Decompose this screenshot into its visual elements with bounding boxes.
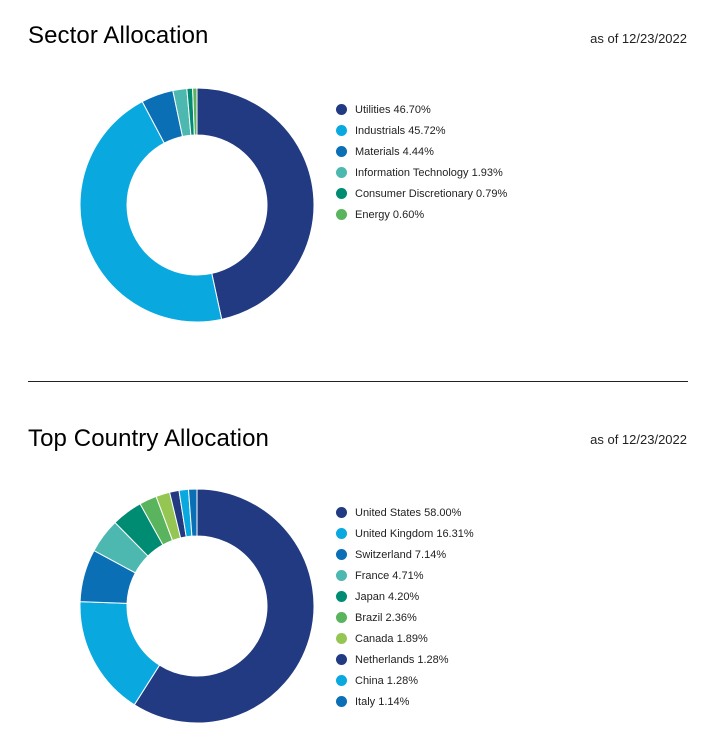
legend-swatch-icon [336, 188, 347, 199]
country-as-of-date: as of 12/23/2022 [590, 432, 687, 447]
legend-item[interactable]: Industrials 45.72% [336, 120, 507, 141]
donut-slice-italy[interactable] [187, 488, 198, 537]
legend-label: Canada 1.89% [355, 632, 428, 645]
legend-swatch-icon [336, 167, 347, 178]
legend-item[interactable]: Information Technology 1.93% [336, 162, 507, 183]
legend-label: Netherlands 1.28% [355, 653, 449, 666]
legend-swatch-icon [336, 570, 347, 581]
legend-swatch-icon [336, 125, 347, 136]
legend-item[interactable]: China 1.28% [336, 670, 474, 691]
legend-swatch-icon [336, 507, 347, 518]
legend-label: France 4.71% [355, 569, 424, 582]
legend-swatch-icon [336, 696, 347, 707]
legend-item[interactable]: Materials 4.44% [336, 141, 507, 162]
legend-label: United States 58.00% [355, 506, 462, 519]
legend-swatch-icon [336, 612, 347, 623]
section-divider [28, 381, 688, 382]
legend-label: Switzerland 7.14% [355, 548, 447, 561]
legend-label: Consumer Discretionary 0.79% [355, 187, 508, 200]
legend-label: United Kingdom 16.31% [355, 527, 474, 540]
country-allocation-title: Top Country Allocation [28, 425, 270, 452]
legend-label: Information Technology 1.93% [355, 166, 503, 179]
legend-swatch-icon [336, 146, 347, 157]
legend-label: Brazil 2.36% [355, 611, 417, 624]
legend-item[interactable]: Energy 0.60% [336, 204, 507, 225]
sector-allocation-section: Sector Allocation as of 12/23/2022 Utili… [28, 22, 687, 323]
country-allocation-section: Top Country Allocation as of 12/23/2022 … [0, 400, 705, 751]
legend-swatch-icon [336, 528, 347, 539]
legend-label: Energy 0.60% [355, 208, 425, 221]
country-legend: United States 58.00% United Kingdom 16.31… [336, 502, 474, 712]
donut-slice-united-states[interactable] [133, 488, 315, 724]
donut-slice-industrials[interactable] [79, 100, 223, 323]
sector-legend: Utilities 46.70% Industrials 45.72% Materi… [336, 99, 507, 225]
legend-swatch-icon [336, 549, 347, 560]
sector-as-of-date: as of 12/23/2022 [590, 31, 687, 46]
legend-label: China 1.28% [355, 674, 418, 687]
legend-item[interactable]: Canada 1.89% [336, 628, 474, 649]
legend-item[interactable]: United States 58.00% [336, 502, 474, 523]
sector-allocation-title: Sector Allocation [28, 22, 209, 49]
legend-label: Industrials 45.72% [355, 124, 446, 137]
donut-slice-energy[interactable] [192, 87, 198, 136]
legend-swatch-icon [336, 104, 347, 115]
legend-item[interactable]: Switzerland 7.14% [336, 544, 474, 565]
legend-label: Italy 1.14% [355, 695, 410, 708]
legend-label: Utilities 46.70% [355, 103, 431, 116]
legend-item[interactable]: France 4.71% [336, 565, 474, 586]
legend-item[interactable]: Brazil 2.36% [336, 607, 474, 628]
donut-slice-utilities[interactable] [196, 87, 315, 320]
sector-donut-chart [79, 87, 315, 323]
legend-swatch-icon [336, 675, 347, 686]
country-donut-chart [79, 488, 315, 724]
legend-label: Materials 4.44% [355, 145, 434, 158]
legend-item[interactable]: Netherlands 1.28% [336, 649, 474, 670]
legend-swatch-icon [336, 633, 347, 644]
legend-item[interactable]: Consumer Discretionary 0.79% [336, 183, 507, 204]
legend-label: Japan 4.20% [355, 590, 420, 603]
legend-swatch-icon [336, 591, 347, 602]
legend-item[interactable]: Japan 4.20% [336, 586, 474, 607]
legend-item[interactable]: United Kingdom 16.31% [336, 523, 474, 544]
legend-swatch-icon [336, 209, 347, 220]
legend-item[interactable]: Italy 1.14% [336, 691, 474, 712]
legend-item[interactable]: Utilities 46.70% [336, 99, 507, 120]
legend-swatch-icon [336, 654, 347, 665]
